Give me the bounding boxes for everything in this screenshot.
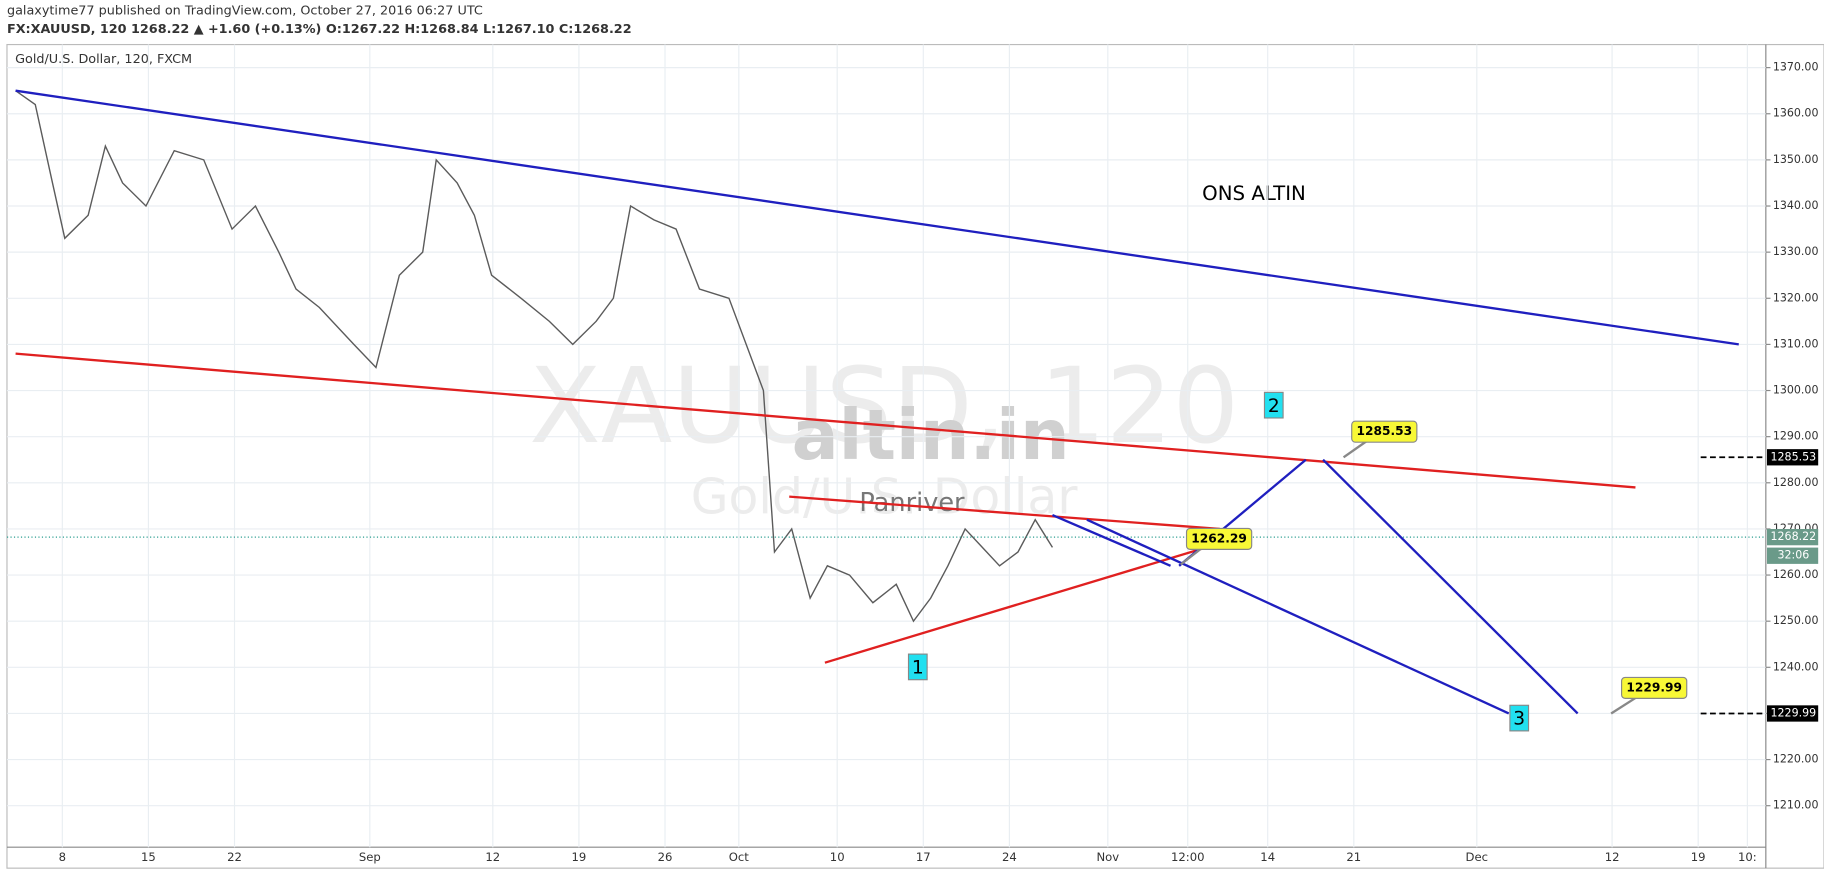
callout-label: 1285.53 (1356, 424, 1412, 438)
x-tick-label: 17 (916, 850, 931, 864)
x-tick-label: 24 (1002, 850, 1017, 864)
wave-label: 3 (1513, 709, 1525, 730)
annotation: ONS ALTIN (1202, 182, 1306, 205)
x-tick-label: 19 (1691, 850, 1706, 864)
trend-line (15, 352, 1636, 489)
x-tick-label: 10: (1738, 850, 1757, 864)
price-tag (1767, 705, 1819, 722)
x-tick-label: 21 (1346, 850, 1361, 864)
y-tick-label: 1330.00 (1773, 245, 1819, 258)
y-tick-label: 1370.00 (1773, 61, 1819, 74)
wave-box (1263, 391, 1284, 419)
y-tick-label: 1300.00 (1773, 384, 1819, 397)
x-tick-label: 12 (485, 850, 500, 864)
wave-box (1509, 704, 1530, 732)
callout-pointer (1180, 547, 1203, 566)
price-tag-label: 1229.99 (1770, 706, 1816, 719)
x-tick-label: 12 (1605, 850, 1620, 864)
brand: altin.in (792, 395, 1070, 476)
y-tick-label: 1320.00 (1773, 291, 1819, 304)
y-tick-label: 1240.00 (1773, 660, 1819, 673)
chart-title: Gold/U.S. Dollar, 120, FXCM (15, 52, 192, 67)
x-tick-label: 26 (658, 850, 673, 864)
price-line (15, 90, 1054, 623)
y-tick-label: 1350.00 (1773, 153, 1819, 166)
price-tag-label: 1268.22 (1770, 530, 1816, 543)
wave-label: 1 (912, 658, 924, 679)
trend-line (1322, 458, 1579, 715)
trend-line (1051, 514, 1171, 567)
y-tick-label: 1340.00 (1773, 199, 1819, 212)
x-tick-label: 10 (830, 850, 845, 864)
callout-label: 1229.99 (1626, 680, 1682, 694)
x-tick-label: 19 (572, 850, 587, 864)
y-tick-label: 1220.00 (1773, 753, 1819, 766)
x-tick-label: Dec (1466, 850, 1489, 864)
wave-label: 2 (1268, 396, 1280, 417)
symbol-line: FX:XAUUSD, 120 1268.22 ▲ +1.60 (+0.13%) … (7, 22, 632, 37)
callout-pointer (1342, 440, 1368, 459)
x-tick-label: 22 (227, 850, 242, 864)
callout-label: 1262.29 (1191, 531, 1247, 545)
callout-box (1351, 420, 1418, 443)
publisher: galaxytime77 published on TradingView.co… (7, 3, 483, 18)
x-tick-label: 15 (141, 850, 156, 864)
x-tick-label: Nov (1096, 850, 1119, 864)
y-tick-label: 1210.00 (1773, 799, 1819, 812)
price-tag-label: 1285.53 (1770, 450, 1816, 463)
y-tick-label: 1280.00 (1773, 476, 1819, 489)
trend-line (789, 495, 1220, 531)
y-tick-label: 1360.00 (1773, 107, 1819, 120)
y-tick-label: 1260.00 (1773, 568, 1819, 581)
callout-box (1621, 676, 1688, 699)
x-tick-label: 14 (1260, 850, 1275, 864)
price-tag (1767, 449, 1819, 466)
callout-pointer (1610, 696, 1638, 715)
watermark-subtitle: Gold/U.S. Dollar (691, 469, 1079, 526)
trend-line (15, 89, 1739, 346)
x-tick-label: Oct (729, 850, 750, 864)
x-tick-label: 8 (59, 850, 66, 864)
countdown: 32:06 (1777, 549, 1809, 562)
x-tick-label: 12:00 (1171, 850, 1205, 864)
wave-box (907, 653, 928, 681)
y-tick-label: 1310.00 (1773, 337, 1819, 350)
y-tick-label: 1290.00 (1773, 430, 1819, 443)
price-tag (1767, 528, 1819, 546)
y-tick-label: 1250.00 (1773, 614, 1819, 627)
trend-line (824, 537, 1238, 664)
callout-box (1185, 527, 1253, 550)
trend-line (1086, 518, 1510, 715)
x-tick-label: Sep (359, 850, 381, 864)
countdown-tag (1767, 547, 1819, 564)
